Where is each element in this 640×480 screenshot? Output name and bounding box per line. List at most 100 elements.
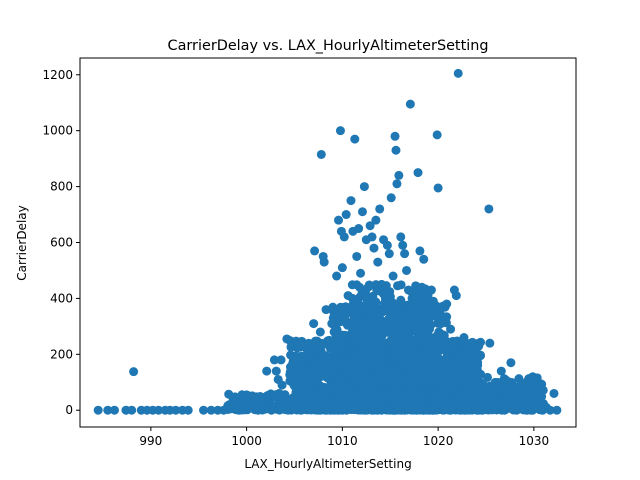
data-point [333, 403, 343, 413]
x-axis-label: LAX_HourlyAltimeterSetting [244, 457, 411, 471]
data-point [417, 282, 427, 292]
data-point [375, 377, 385, 387]
data-point [402, 265, 412, 275]
data-point [430, 366, 440, 376]
data-point [109, 405, 119, 415]
data-point [219, 405, 229, 415]
data-point [472, 377, 482, 387]
data-point [402, 316, 412, 326]
data-point [290, 404, 300, 414]
data-point [441, 377, 451, 387]
data-point [305, 383, 315, 393]
data-point [478, 383, 488, 393]
data-point [444, 344, 454, 354]
data-point [284, 402, 294, 412]
data-point [394, 320, 404, 330]
data-point [523, 375, 533, 385]
data-point [364, 347, 374, 357]
y-tick-label: 200 [50, 347, 73, 361]
y-tick-label: 0 [65, 403, 73, 417]
data-point [356, 303, 366, 313]
data-point [315, 327, 325, 337]
data-point [528, 382, 538, 392]
data-point [332, 311, 342, 321]
data-point [350, 338, 360, 348]
data-point [428, 296, 438, 306]
data-point [434, 305, 444, 315]
data-point [413, 333, 423, 343]
data-point [293, 341, 303, 351]
chart-title: CarrierDelay vs. LAX_HourlyAltimeterSett… [168, 38, 489, 54]
data-point [357, 207, 367, 217]
data-point [451, 342, 461, 352]
data-point [310, 246, 320, 256]
data-point [351, 377, 361, 387]
data-point [323, 366, 333, 376]
data-point [362, 338, 372, 348]
data-point [425, 324, 434, 334]
data-point [361, 292, 371, 302]
data-point [308, 369, 318, 379]
x-tick-label: 1030 [519, 434, 550, 448]
data-point [432, 130, 442, 140]
data-point [206, 405, 216, 415]
data-point [294, 388, 304, 398]
data-point [518, 402, 528, 412]
data-point [368, 389, 378, 399]
data-point [274, 388, 284, 398]
data-point [321, 305, 331, 315]
data-point [545, 405, 555, 415]
data-point [286, 342, 296, 352]
data-point [411, 319, 421, 329]
data-point [301, 372, 311, 382]
y-axis-label: CarrierDelay [15, 205, 29, 280]
data-point [390, 301, 400, 311]
data-point [376, 325, 386, 335]
data-point [288, 394, 298, 404]
x-tick-label: 1010 [327, 434, 358, 448]
data-point [430, 335, 440, 345]
data-point [377, 279, 387, 289]
data-point [103, 405, 113, 415]
data-point [369, 243, 379, 253]
data-point [348, 403, 358, 413]
data-point [354, 224, 364, 234]
data-point [362, 357, 372, 367]
data-point [419, 254, 429, 264]
data-point [365, 221, 375, 231]
data-point [506, 358, 516, 368]
data-point [470, 361, 479, 370]
data-point [457, 363, 467, 373]
data-point [441, 368, 451, 378]
data-point [410, 350, 420, 360]
x-tick-label: 990 [139, 434, 162, 448]
data-point [262, 366, 272, 376]
data-point [267, 402, 277, 412]
data-point [413, 377, 423, 387]
data-point [332, 271, 342, 281]
data-point [269, 355, 279, 365]
data-point [348, 317, 358, 327]
data-point [406, 377, 416, 387]
data-point [537, 379, 547, 389]
data-point [383, 319, 393, 329]
data-point [403, 346, 413, 356]
y-tick-label: 800 [50, 180, 73, 194]
data-point [330, 363, 340, 373]
data-point [413, 168, 423, 178]
data-point [398, 332, 408, 342]
data-point [331, 333, 341, 343]
data-point [499, 402, 509, 412]
data-point [350, 134, 360, 144]
data-point [373, 257, 383, 267]
data-point [438, 330, 448, 340]
data-point [436, 319, 446, 329]
data-point [368, 315, 378, 325]
data-point [308, 394, 318, 404]
data-point [376, 402, 386, 411]
data-point [360, 318, 370, 328]
data-point [396, 295, 406, 305]
data-point [380, 293, 390, 303]
y-tick-label: 1200 [42, 68, 73, 82]
data-point [490, 377, 500, 387]
